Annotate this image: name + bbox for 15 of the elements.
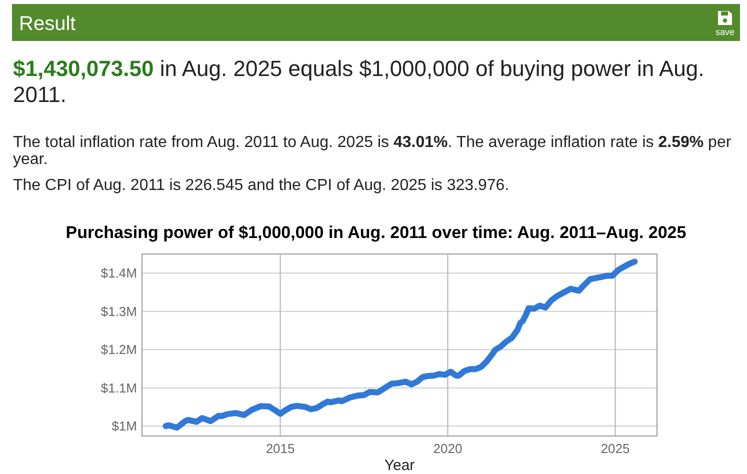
text: The CPI of Aug. 2011 is 226.545 and the CPI of Aug. 2025 is 323.976.	[13, 177, 510, 194]
x-tick-label: 2020	[433, 441, 462, 456]
y-tick-label: $1.3M	[100, 304, 137, 319]
text: save	[715, 27, 735, 37]
y-tick-label: $1.4M	[100, 266, 137, 281]
chart-title: Purchasing power of $1,000,000 in Aug. 2011 over time: Aug. 2011–Aug. 2025	[66, 223, 686, 242]
x-axis-title: Year	[384, 457, 415, 474]
x-tick-label: 2015	[266, 441, 295, 456]
y-tick-label: $1.2M	[100, 342, 137, 358]
text: Result	[19, 13, 76, 35]
y-tick-label: $1M	[112, 418, 137, 434]
text: $1,430,073.50 in Aug. 2025 equals $1,000,000 of buying power in Aug. 2011.	[13, 56, 704, 107]
x-tick-label: 2025	[600, 441, 630, 456]
y-tick-label: $1.1M	[100, 380, 137, 396]
text: The total inflation rate from Aug. 2011 to Aug. 2025 is 43.01%. The average inflation rate is 2.59% per year.	[13, 134, 732, 168]
